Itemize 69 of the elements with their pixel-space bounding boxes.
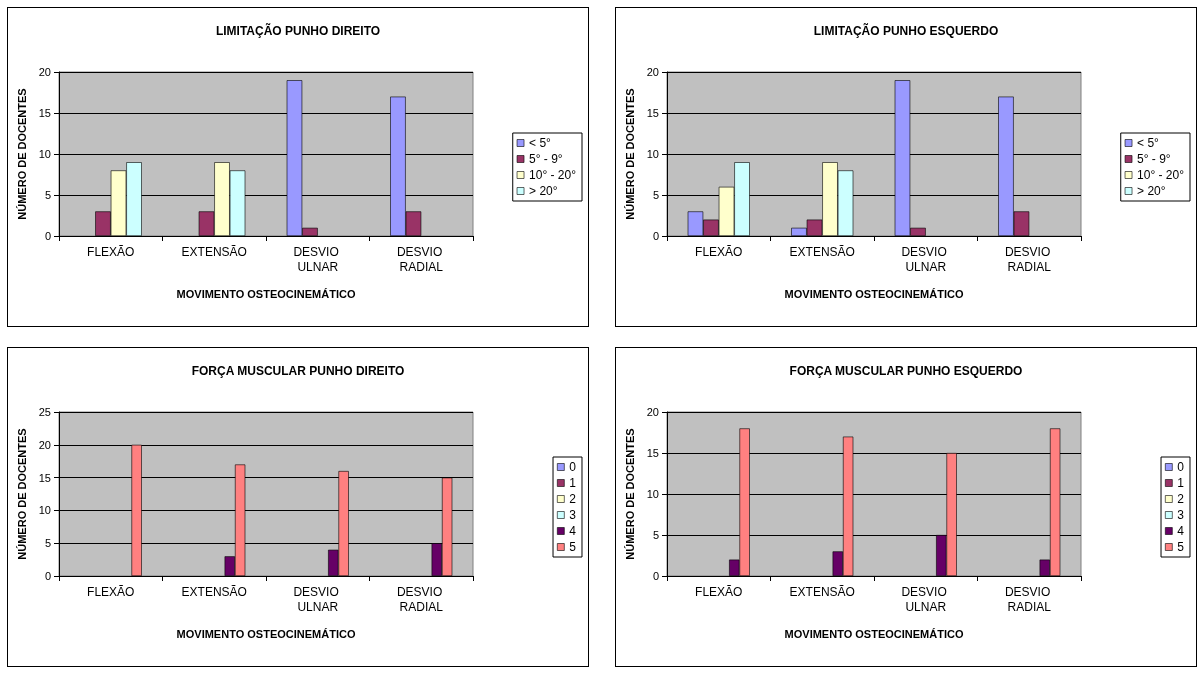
y-axis-title: NÚMERO DE DOCENTES — [623, 88, 636, 220]
chart-title: FORÇA MUSCULAR PUNHO ESQUERDO — [789, 364, 1023, 378]
x-tick-label: DESVIO RADIAL — [396, 244, 446, 274]
y-tick-label: 5 — [652, 529, 659, 541]
x-tick-label: DESVIO ULNAR — [293, 584, 343, 614]
y-tick-label: 0 — [652, 570, 659, 582]
x-axis-title: MOVIMENTO OSTEOCINEMÁTICO — [176, 627, 356, 640]
legend-label: 10° - 20° — [529, 168, 577, 182]
x-tick-label: DESVIO RADIAL — [396, 584, 446, 614]
y-tick-label: 20 — [38, 66, 51, 78]
y-tick-label: 10 — [646, 148, 659, 160]
legend-label: 5° - 9° — [1137, 152, 1171, 166]
legend-label: 3 — [569, 508, 577, 522]
y-tick-label: 0 — [44, 570, 51, 582]
y-tick-label: 15 — [38, 471, 51, 484]
y-axis-title: NÚMERO DE DOCENTES — [15, 428, 28, 560]
y-tick-label: 15 — [646, 447, 659, 459]
y-tick-label: 10 — [646, 488, 659, 500]
x-axis-title: MOVIMENTO OSTEOCINEMÁTICO — [784, 287, 964, 300]
y-tick-label: 10 — [38, 148, 51, 160]
y-tick-label: 20 — [646, 66, 659, 78]
legend-label: < 5° — [529, 136, 552, 150]
x-tick-label: DESVIO ULNAR — [901, 244, 951, 274]
legend-label: 5 — [569, 540, 577, 554]
legend-label: 10° - 20° — [1137, 168, 1185, 182]
legend-label: < 5° — [1137, 136, 1160, 150]
chart-title: FORÇA MUSCULAR PUNHO DIREITO — [191, 364, 405, 378]
legend-label: 4 — [569, 524, 577, 538]
y-tick-label: 0 — [44, 230, 51, 242]
y-tick-label: 5 — [44, 189, 51, 201]
legend-label: 5 — [1177, 540, 1185, 554]
chart-title: LIMITAÇÃO PUNHO DIREITO — [215, 23, 381, 38]
y-tick-label: 10 — [38, 504, 51, 517]
x-tick-label: EXTENSÃO — [181, 244, 247, 259]
legend-label: > 20° — [529, 184, 558, 198]
legend-label: 2 — [1177, 492, 1185, 506]
x-tick-label: DESVIO ULNAR — [901, 584, 951, 614]
y-tick-label: 5 — [652, 189, 659, 201]
x-tick-label: DESVIO ULNAR — [293, 244, 343, 274]
x-tick-label: FLEXÃO — [87, 584, 135, 599]
x-tick-label: EXTENSÃO — [181, 584, 247, 599]
x-tick-label: FLEXÃO — [87, 244, 135, 259]
x-tick-label: EXTENSÃO — [789, 584, 855, 599]
y-tick-label: 25 — [38, 406, 51, 418]
legend-label: > 20° — [1137, 184, 1166, 198]
x-axis-title: MOVIMENTO OSTEOCINEMÁTICO — [176, 287, 356, 300]
legend-label: 1 — [569, 476, 577, 490]
y-axis-title: NÚMERO DE DOCENTES — [15, 88, 28, 220]
y-tick-label: 5 — [44, 537, 51, 550]
legend-label: 4 — [1177, 524, 1185, 538]
legend-label: 5° - 9° — [529, 152, 563, 166]
y-tick-label: 15 — [38, 107, 51, 119]
x-tick-label: FLEXÃO — [695, 584, 743, 599]
x-tick-label: DESVIO RADIAL — [1004, 244, 1054, 274]
y-tick-label: 0 — [652, 230, 659, 242]
x-tick-label: DESVIO RADIAL — [1004, 584, 1054, 614]
y-tick-label: 20 — [646, 406, 659, 418]
y-tick-label: 20 — [38, 438, 51, 451]
x-tick-label: EXTENSÃO — [789, 244, 855, 259]
chart-title: LIMITAÇÃO PUNHO ESQUERDO — [813, 23, 999, 38]
legend-label: 2 — [569, 492, 577, 506]
y-axis-title: NÚMERO DE DOCENTES — [623, 428, 636, 560]
y-tick-label: 15 — [646, 107, 659, 119]
x-axis-title: MOVIMENTO OSTEOCINEMÁTICO — [784, 627, 964, 640]
legend-label: 0 — [569, 460, 577, 474]
legend-label: 3 — [1177, 508, 1185, 522]
legend-label: 1 — [1177, 476, 1185, 490]
legend-label: 0 — [1177, 460, 1185, 474]
x-tick-label: FLEXÃO — [695, 244, 743, 259]
